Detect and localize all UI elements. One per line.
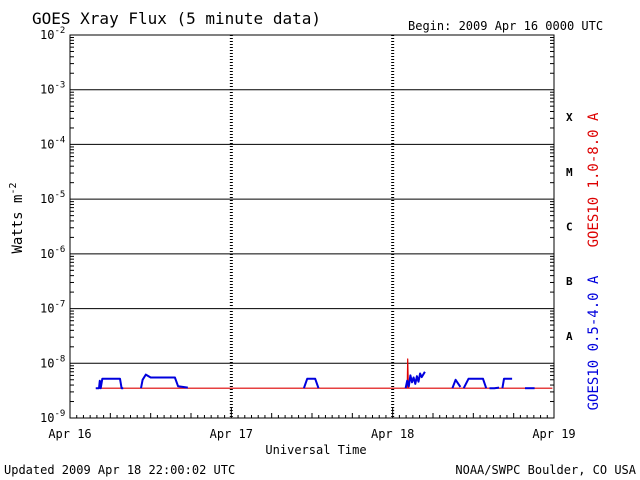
flare-class-label: X [566,111,573,124]
updated-timestamp: Updated 2009 Apr 18 22:00:02 UTC [4,463,235,477]
y-axis-label-text: Watts m [10,195,26,254]
y-tick-base: 10 [40,302,54,316]
y-tick-exponent: -6 [54,245,65,255]
y-axis-label: Watts m-2 [8,182,26,253]
y-tick-label: 10-6 [40,245,65,261]
y-tick-base: 10 [40,28,54,42]
begin-time-label: Begin: 2009 Apr 16 0000 UTC [408,19,603,33]
series-line-short [462,377,488,389]
y-tick-base: 10 [40,411,54,425]
flare-class-label: C [566,221,573,234]
grid-layer [70,35,554,418]
series-line-short [501,377,513,389]
y-tick-label: 10-2 [40,26,65,42]
y-axis-label-exponent: -2 [8,182,19,194]
y-tick-label: 10-4 [40,135,65,151]
y-tick-label: 10-8 [40,354,65,370]
flare-class-label: A [566,330,573,343]
flare-class-label: M [566,166,573,179]
x-tick-label: Apr 18 [371,427,414,441]
y-tick-exponent: -5 [54,190,65,200]
x-tick-label: Apr 19 [532,427,575,441]
series-line-short [140,373,188,389]
y-tick-label: 10-7 [40,300,65,316]
x-tick-label: Apr 17 [210,427,253,441]
legend-series-long: GOES10 1.0-8.0 A [586,112,602,247]
series-line-short [489,386,500,390]
series-line-short [451,378,462,389]
y-tick-exponent: -9 [54,409,65,419]
y-tick-exponent: -2 [54,26,65,36]
y-tick-exponent: -4 [54,135,65,145]
y-tick-base: 10 [40,247,54,261]
credit-label: NOAA/SWPC Boulder, CO USA [455,463,636,477]
plot-frame [69,34,555,419]
legend-series-short: GOES10 0.5-4.0 A [586,275,602,410]
series-line-short [302,377,320,389]
series-line-short [95,377,124,390]
series-line-short [404,371,426,389]
x-axis-label: Universal Time [265,443,366,457]
series-layer [95,358,553,390]
y-tick-base: 10 [40,137,54,151]
y-tick-label: 10-5 [40,190,65,206]
y-tick-exponent: -7 [54,300,65,310]
y-tick-exponent: -8 [54,354,65,364]
y-tick-exponent: -3 [54,81,65,91]
y-tick-base: 10 [40,356,54,370]
y-tick-base: 10 [40,192,54,206]
y-tick-label: 10-9 [40,409,65,425]
y-tick-label: 10-3 [40,81,65,97]
x-tick-label: Apr 16 [48,427,91,441]
y-tick-base: 10 [40,83,54,97]
chart-title: GOES Xray Flux (5 minute data) [32,9,321,28]
flare-class-label: B [566,275,573,288]
